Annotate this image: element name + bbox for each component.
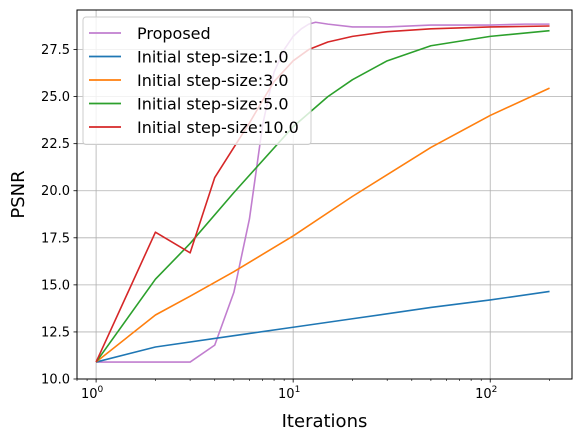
y-tick-label: 15.0 [41,278,70,293]
series-line [95,290,550,363]
legend-box [82,16,312,145]
series-line [95,29,550,363]
x-axis-label: Iterations [282,411,368,432]
y-tick-label: 12.5 [41,325,70,340]
plot-frame [76,9,573,380]
legend-label: Proposed [137,24,211,43]
y-tick-label: 27.5 [41,43,70,58]
y-tick-label: 20.0 [41,184,70,199]
legend-label: Initial step-size:3.0 [137,71,289,90]
y-tick-label: 25.0 [41,90,70,105]
y-axis-label: PSNR [8,170,29,218]
y-tick-label: 17.5 [41,231,70,246]
y-tick-label: 22.5 [41,137,70,152]
series-line [95,87,550,363]
legend-label: Initial step-size:1.0 [137,48,289,67]
legend-label: Initial step-size:10.0 [137,118,299,137]
y-tick-label: 10.0 [41,373,70,388]
legend-label: Initial step-size:5.0 [137,95,289,114]
legend: Proposed Initial step-size:1.0 Initial ste… [82,16,312,145]
